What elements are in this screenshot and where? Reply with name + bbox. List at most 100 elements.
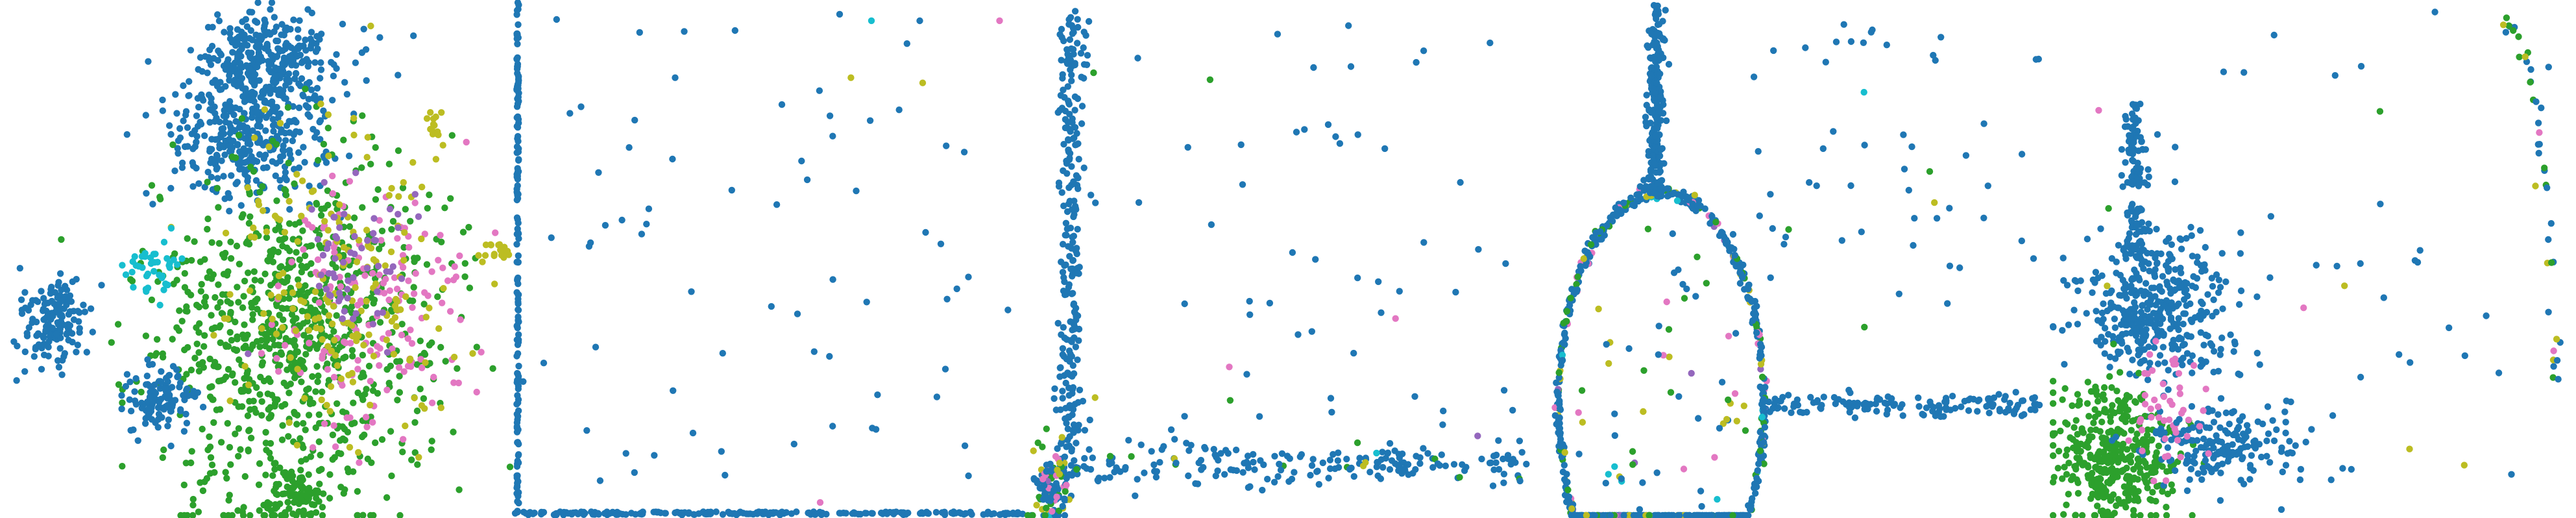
data-point-blue — [1194, 480, 1202, 487]
data-point-blue — [953, 285, 960, 293]
data-point-blue — [1489, 482, 1497, 489]
data-point-blue — [1055, 179, 1063, 186]
data-point-green — [367, 413, 374, 421]
data-point-green — [448, 132, 456, 139]
data-point-green — [354, 487, 361, 495]
data-point-green — [293, 512, 300, 518]
data-point-green — [189, 495, 197, 503]
data-point-blue — [2189, 253, 2196, 260]
data-point-green — [206, 443, 214, 450]
data-point-blue — [869, 510, 876, 517]
data-point-blue — [2210, 348, 2218, 355]
data-point-blue — [1654, 125, 1661, 132]
data-point-purple — [387, 268, 394, 275]
data-point-blue — [1068, 352, 1076, 360]
data-point-blue — [733, 511, 740, 518]
data-point-blue — [145, 405, 152, 412]
data-point-blue — [306, 182, 313, 190]
data-point-green — [294, 349, 301, 356]
data-point-green — [394, 397, 401, 404]
data-point-green — [329, 456, 336, 463]
data-point-blue — [2163, 238, 2170, 245]
data-point-blue — [18, 296, 25, 303]
data-point-green — [1640, 367, 1647, 374]
data-point-blue — [1064, 51, 1071, 58]
data-point-green — [232, 318, 239, 326]
data-point-blue — [1452, 288, 1459, 296]
data-point-blue — [199, 95, 206, 102]
data-point-blue — [263, 113, 270, 121]
data-point-blue — [1559, 356, 1566, 364]
data-point-pink — [400, 436, 407, 443]
data-point-blue — [1277, 467, 1285, 474]
data-point-blue — [289, 137, 297, 145]
data-point-olive — [1757, 360, 1765, 368]
data-point-green — [271, 512, 278, 518]
data-point-blue — [1429, 463, 1437, 471]
data-point-blue — [1195, 459, 1202, 467]
data-point-green — [108, 339, 115, 346]
data-point-blue — [1817, 404, 1824, 412]
data-point-olive — [349, 378, 357, 386]
data-point-pink — [428, 399, 436, 406]
data-point-blue — [1832, 38, 1840, 45]
data-point-green — [1681, 295, 1688, 302]
data-point-purple — [319, 252, 327, 259]
data-point-green — [226, 443, 234, 451]
data-point-blue — [236, 124, 243, 131]
data-point-blue — [274, 37, 282, 45]
data-point-blue — [1075, 337, 1082, 344]
data-point-blue — [988, 510, 995, 518]
data-point-green — [265, 406, 272, 413]
data-point-blue — [622, 450, 629, 457]
data-point-olive — [422, 359, 429, 366]
data-point-green — [251, 405, 258, 413]
data-point-blue — [1086, 416, 1093, 424]
data-point-blue — [2035, 401, 2043, 409]
data-point-green — [220, 271, 228, 278]
data-point-blue — [1075, 421, 1082, 428]
data-point-blue — [1350, 473, 1357, 480]
data-point-blue — [1319, 459, 1327, 467]
data-point-blue — [1420, 445, 1427, 452]
data-point-blue — [1562, 478, 1570, 486]
data-point-olive — [400, 256, 407, 264]
data-point-purple — [374, 310, 382, 317]
data-point-green — [319, 504, 326, 511]
data-point-green — [236, 260, 243, 267]
data-point-blue — [2209, 282, 2217, 290]
data-point-blue — [1755, 148, 1762, 155]
data-point-blue — [636, 510, 644, 517]
data-point-blue — [890, 510, 897, 517]
data-point-green — [332, 264, 339, 271]
data-point-blue — [1051, 385, 1058, 392]
data-point-blue — [1233, 467, 1241, 475]
data-point-green — [417, 386, 424, 393]
data-point-blue — [1062, 219, 1070, 227]
data-point-green — [402, 206, 409, 213]
data-point-green — [408, 456, 415, 463]
data-point-green — [217, 439, 225, 446]
data-point-blue — [1756, 428, 1764, 436]
data-point-blue — [1819, 145, 1827, 153]
data-point-green — [234, 347, 241, 354]
data-point-blue — [32, 297, 40, 304]
data-point-green — [334, 400, 341, 407]
data-point-blue — [1603, 341, 1610, 348]
data-point-pink — [361, 272, 369, 279]
data-point-blue — [1620, 512, 1627, 518]
data-point-pink — [411, 199, 419, 206]
data-point-blue — [214, 136, 222, 143]
data-point-cyan — [159, 272, 166, 280]
data-point-olive — [439, 142, 446, 149]
data-point-blue — [1760, 396, 1767, 403]
data-point-blue — [1210, 445, 1218, 453]
data-point-green — [315, 372, 322, 380]
data-point-cyan — [178, 255, 186, 262]
data-point-blue — [118, 392, 125, 399]
data-point-green — [208, 462, 216, 469]
data-point-pink — [1052, 452, 1060, 460]
data-point-blue — [2215, 289, 2222, 296]
data-point-olive — [260, 310, 267, 317]
data-point-green — [232, 154, 239, 162]
